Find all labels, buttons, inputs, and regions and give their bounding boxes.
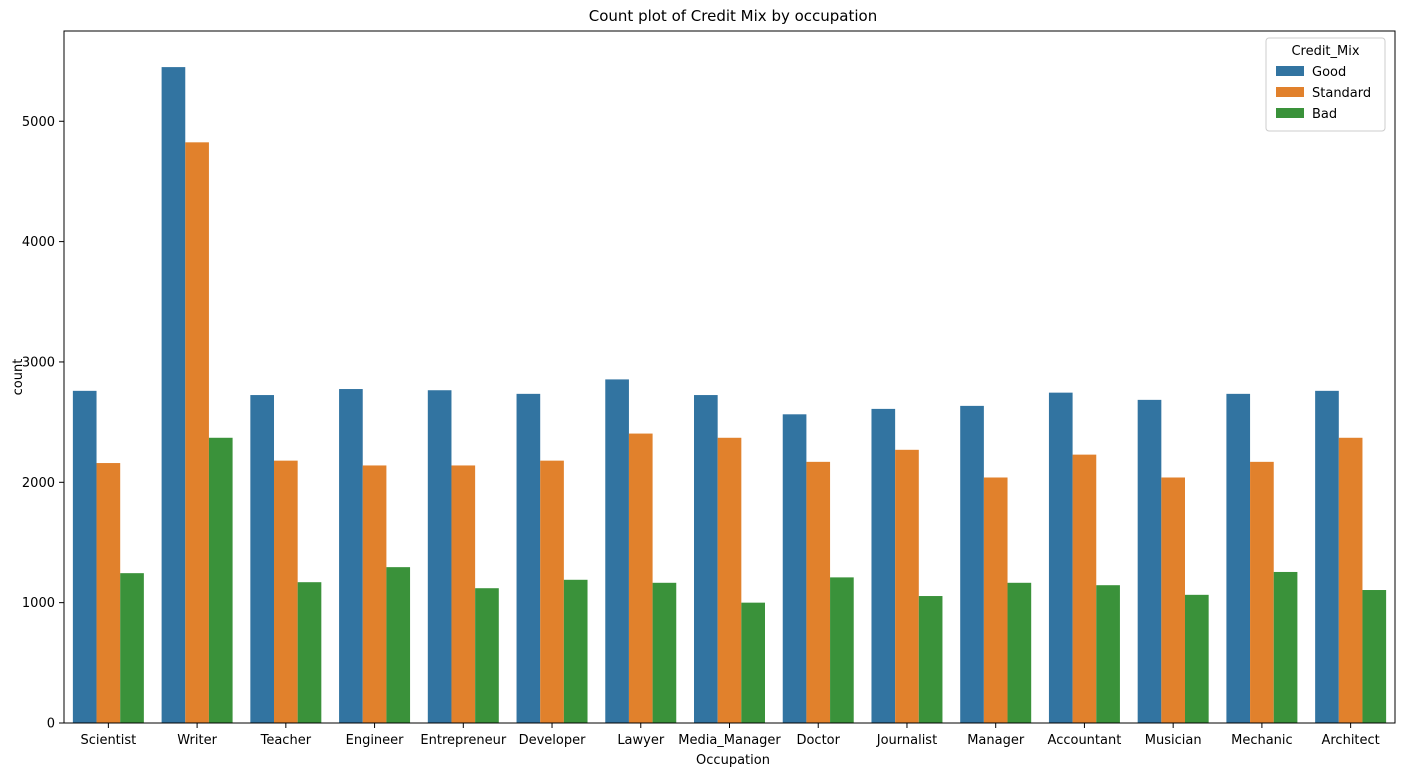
bar-accountant-standard [1072, 454, 1097, 723]
legend: Credit_Mix Good Standard Bad [1265, 37, 1386, 132]
x-tick-label: Lawyer [617, 733, 665, 748]
bar-media_manager-good [694, 395, 718, 723]
bars-group [72, 67, 1387, 724]
y-tick-label: 4000 [22, 235, 55, 250]
bar-accountant-good [1048, 392, 1073, 723]
legend-title: Credit_Mix [1291, 44, 1359, 59]
bar-musician-standard [1161, 477, 1185, 723]
y-tick-label: 2000 [22, 476, 55, 491]
bar-journalist-bad [918, 596, 943, 723]
legend-swatch-bad [1276, 108, 1304, 118]
x-tick-label: Scientist [80, 733, 136, 748]
bar-manager-standard [983, 477, 1008, 723]
bar-architect-good [1315, 390, 1339, 723]
bar-doctor-good [782, 414, 807, 723]
bar-teacher-bad [297, 582, 322, 723]
bar-mechanic-bad [1273, 571, 1298, 723]
bar-manager-bad [1007, 582, 1032, 723]
bar-manager-good [960, 405, 984, 723]
y-tick-label: 3000 [22, 355, 55, 370]
y-axis-label: count [11, 359, 26, 396]
bar-musician-good [1137, 399, 1162, 723]
bar-architect-bad [1362, 590, 1387, 723]
x-tick-label: Journalist [876, 733, 937, 748]
bar-scientist-good [72, 390, 97, 723]
legend-box [1265, 37, 1386, 132]
x-tick-label: Engineer [346, 733, 405, 748]
bar-writer-standard [185, 142, 209, 724]
legend-swatch-standard [1276, 87, 1304, 97]
bar-journalist-standard [895, 449, 919, 723]
bar-engineer-standard [362, 465, 387, 723]
bar-teacher-good [250, 395, 275, 723]
x-tick-label: Accountant [1048, 733, 1122, 748]
x-tick-label: Teacher [260, 733, 312, 748]
bar-accountant-bad [1096, 585, 1120, 723]
bar-writer-bad [208, 437, 233, 723]
bar-lawyer-bad [652, 582, 677, 723]
bar-media_manager-bad [741, 602, 765, 723]
x-axis: Scientist Writer Teacher Engineer Entreprene… [80, 723, 1380, 748]
legend-swatch-good [1276, 66, 1304, 76]
legend-label-bad: Bad [1312, 107, 1337, 122]
bar-doctor-standard [806, 461, 831, 723]
bar-mechanic-standard [1250, 461, 1274, 723]
chart-title: Count plot of Credit Mix by occupation [589, 7, 877, 25]
bar-engineer-good [339, 389, 363, 723]
plot-frame [63, 30, 1396, 724]
bar-entrepreneur-standard [451, 465, 476, 723]
y-tick-label: 0 [47, 717, 55, 732]
bar-developer-standard [540, 460, 564, 723]
x-tick-label: Architect [1321, 733, 1379, 748]
bar-lawyer-standard [628, 433, 653, 723]
y-axis: 0 1000 2000 3000 4000 5000 [22, 115, 64, 732]
y-tick-label: 5000 [22, 115, 55, 130]
bar-architect-standard [1338, 437, 1363, 723]
x-tick-label: Developer [519, 733, 587, 748]
bar-doctor-bad [830, 577, 854, 723]
legend-label-good: Good [1312, 65, 1346, 80]
x-axis-label: Occupation [696, 753, 770, 768]
x-tick-label: Writer [177, 733, 217, 748]
x-tick-label: Manager [967, 733, 1025, 748]
bar-lawyer-good [605, 379, 629, 723]
x-tick-label: Media_Manager [678, 733, 781, 748]
y-tick-label: 1000 [22, 596, 55, 611]
bar-teacher-standard [274, 460, 298, 723]
legend-label-standard: Standard [1312, 86, 1371, 101]
bar-media_manager-standard [717, 437, 742, 723]
bar-scientist-standard [96, 463, 121, 723]
x-tick-label: Musician [1145, 733, 1202, 748]
bar-entrepreneur-bad [475, 588, 499, 723]
bar-mechanic-good [1226, 393, 1251, 723]
bar-scientist-bad [120, 573, 144, 723]
x-tick-label: Mechanic [1231, 733, 1293, 748]
bar-developer-good [516, 393, 541, 723]
bar-writer-good [161, 67, 186, 723]
bar-musician-bad [1184, 594, 1209, 723]
x-tick-label: Entrepreneur [420, 733, 506, 748]
x-tick-label: Doctor [796, 733, 840, 748]
bar-entrepreneur-good [427, 390, 452, 723]
bar-engineer-bad [386, 567, 411, 723]
bar-developer-bad [563, 579, 588, 723]
bar-journalist-good [871, 408, 896, 723]
